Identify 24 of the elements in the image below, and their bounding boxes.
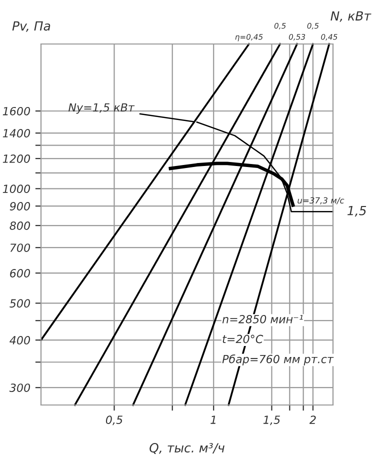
annotation: u=37,3 м/с	[298, 197, 344, 204]
y-tick-label: 1400	[2, 129, 30, 138]
annotation: n=2850 мин⁻¹	[222, 314, 303, 324]
annotation: Pбар=760 мм рт.ст	[222, 354, 334, 366]
y2-axis-title: N, кВт	[330, 11, 372, 22]
annotation: Ny=1,5 кВт	[68, 103, 135, 114]
x-tick-label: 1	[210, 416, 216, 424]
y-tick-label: 1200	[2, 154, 30, 163]
x-tick-label: 2	[309, 416, 316, 424]
y-tick-label: 800	[10, 222, 30, 230]
y-tick-label: 1000	[2, 184, 30, 194]
x-tick-label: 1,5	[263, 416, 280, 426]
y-tick-label: 600	[10, 269, 30, 278]
y-tick-label: 700	[10, 244, 30, 252]
annotation: t=20°C	[222, 334, 264, 344]
y-tick-label: 500	[10, 299, 30, 308]
y-tick-label: 300	[9, 384, 30, 392]
annotation: 1,5	[348, 206, 366, 217]
y-tick-label: 900	[10, 202, 30, 210]
x-axis-title: Q, тыс. м³/ч	[150, 443, 224, 454]
y-axis-title: Pv, Па	[12, 21, 50, 32]
y-tick-label: 1600	[2, 106, 30, 116]
x-tick-label: 0,5	[106, 416, 122, 426]
y-tick-label: 400	[10, 336, 30, 344]
